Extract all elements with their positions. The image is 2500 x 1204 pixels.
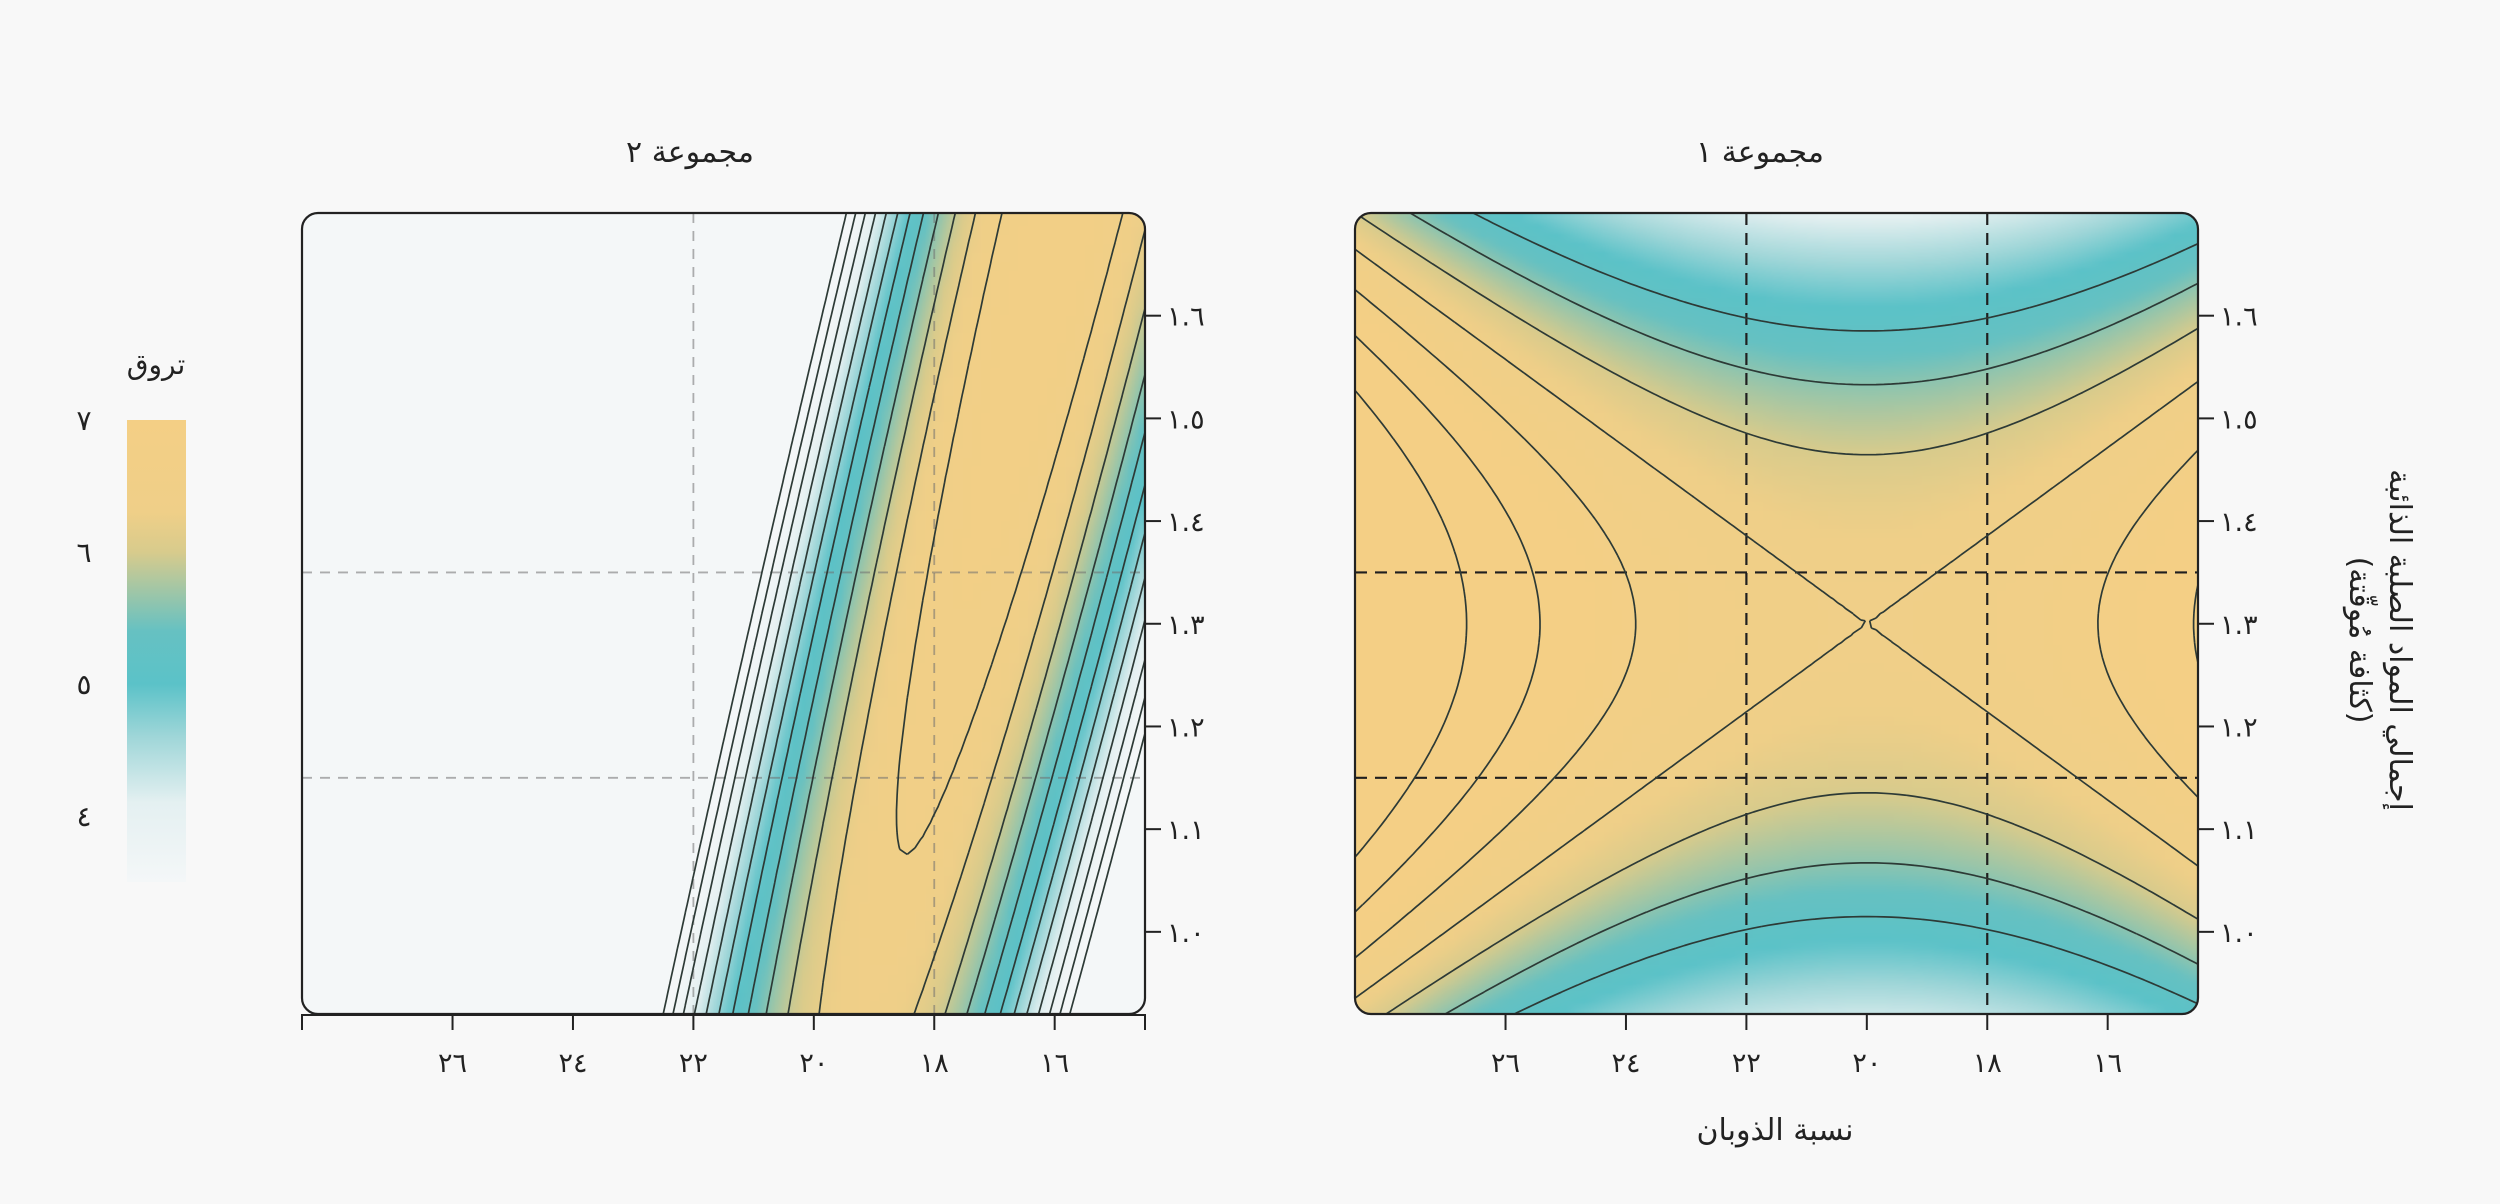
y-tick-label: ١.٠ bbox=[2220, 918, 2258, 949]
y-tick-label: ١.٦ bbox=[1167, 302, 1205, 333]
x-tick-label: ٢٦ bbox=[438, 1048, 467, 1079]
y-axis-title: إجمالي المواد الصلبة الذائبة (كثافة مُوق… bbox=[2342, 469, 2417, 811]
colorbar-tick-label: ٧ bbox=[76, 404, 91, 437]
contour-line bbox=[672, 213, 1145, 1014]
x-tick-label: ١٨ bbox=[1973, 1048, 2002, 1079]
contour-line bbox=[662, 213, 1145, 1014]
x-tick-label: ٢٢ bbox=[1732, 1048, 1761, 1079]
y-tick-label: ١.٣ bbox=[2220, 610, 2258, 641]
y-axis-group-2: ١.٠ ١.١ ١.٢ ١.٣ ١.٤ ١.٥ ١.٦ bbox=[1145, 302, 1205, 949]
x-tick-label: ٢٠ bbox=[799, 1048, 828, 1079]
y-tick-label: ١.٢ bbox=[2220, 712, 2258, 743]
x-tick-label: ١٦ bbox=[2093, 1048, 2122, 1079]
y-tick-label: ١.١ bbox=[2220, 815, 2258, 846]
contour-line bbox=[747, 213, 1145, 1014]
y-tick-label: ١.٤ bbox=[2220, 507, 2258, 538]
y-axis-title-main: إجمالي المواد الصلبة الذائبة bbox=[2382, 469, 2417, 811]
x-axis-group-2: ٢٦ ٢٤ ٢٢ ٢٠ ١٨ ١٦ bbox=[301, 1014, 1146, 1079]
contour-line bbox=[765, 213, 1145, 1014]
contour-line bbox=[718, 213, 1145, 1014]
x-axis-group-1: ٢٦ ٢٤ ٢٢ ٢٠ ١٨ ١٦ bbox=[1491, 1014, 2122, 1079]
contour-line bbox=[682, 213, 1145, 1014]
contour-line bbox=[787, 213, 1145, 1014]
heatmap-fill-group-1 bbox=[1355, 213, 2198, 1014]
y-tick-label: ١.٠ bbox=[1167, 918, 1205, 949]
contour-line bbox=[1472, 213, 2198, 1014]
panel-frame-group-1 bbox=[1353, 211, 2200, 1016]
panel-title-1: مجموعة ١ bbox=[1696, 135, 1824, 170]
y-tick-label: ١.٤ bbox=[1167, 507, 1205, 538]
y-axis-group-1: ١.٠ ١.١ ١.٢ ١.٣ ١.٤ ١.٥ ١.٦ bbox=[2198, 302, 2258, 949]
colorbar-tick-labels: ٧ ٦ ٥ ٤ bbox=[76, 404, 91, 833]
y-axis-title-sub: (كثافة مُوقّتة) bbox=[2342, 557, 2378, 724]
x-axis-title: نسبة الذوبان bbox=[1696, 1113, 1853, 1148]
x-tick-label: ٢٢ bbox=[679, 1048, 708, 1079]
contour-line bbox=[1355, 389, 1468, 858]
y-tick-label: ١.٣ bbox=[1167, 610, 1205, 641]
colorbar-tick-label: ٤ bbox=[76, 800, 91, 833]
contour-line bbox=[1355, 288, 2198, 959]
panel-group-1: ٢٦ ٢٤ ٢٢ ٢٠ ١٨ ١٦ ١.٠ ١.١ ١.٢ ١.٣ ١.٤ ١.٥ ١.٦ bbox=[1353, 211, 2258, 1079]
x-tick-label: ٢٠ bbox=[1852, 1048, 1881, 1079]
contour-line bbox=[1409, 213, 2198, 1014]
x-tick-label: ١٨ bbox=[920, 1048, 949, 1079]
colorbar-tick-label: ٦ bbox=[76, 536, 91, 569]
x-tick-label: ١٦ bbox=[1040, 1048, 1069, 1079]
reference-lines-group-1 bbox=[1355, 213, 2198, 1014]
y-tick-label: ١.٦ bbox=[2220, 302, 2258, 333]
colorbar-scale bbox=[127, 420, 186, 882]
y-tick-label: ١.٥ bbox=[2220, 404, 2258, 435]
contour-line bbox=[731, 213, 1145, 1014]
contour-line bbox=[693, 213, 1145, 1014]
colorbar-title: تروق bbox=[127, 348, 186, 381]
x-tick-label: ٢٤ bbox=[1611, 1048, 1640, 1079]
y-tick-label: ١.٢ bbox=[1167, 712, 1205, 743]
reference-lines-group-2 bbox=[302, 213, 1145, 1014]
panel-title-2: مجموعة ٢ bbox=[626, 135, 754, 170]
contour-line bbox=[705, 213, 1145, 1014]
panel-group-2: ٢٦ ٢٤ ٢٢ ٢٠ ١٨ ١٦ ١.٠ ١.١ ١.٢ ١.٣ ١.٤ ١.٥ ١.٦ bbox=[300, 211, 1205, 1079]
colorbar-tick-label: ٥ bbox=[76, 668, 91, 701]
y-tick-label: ١.١ bbox=[1167, 815, 1205, 846]
colorbar-legend: تروق ٧ ٦ ٥ ٤ bbox=[76, 348, 186, 882]
contour-line bbox=[895, 213, 1124, 856]
contour-line bbox=[818, 213, 1145, 1014]
contour-lines-group-2 bbox=[662, 213, 1145, 1014]
x-tick-label: ٢٤ bbox=[558, 1048, 587, 1079]
y-tick-label: ١.٥ bbox=[1167, 404, 1205, 435]
contour-lines-group-1 bbox=[1355, 213, 2198, 1014]
x-tick-label: ٢٦ bbox=[1491, 1048, 1520, 1079]
